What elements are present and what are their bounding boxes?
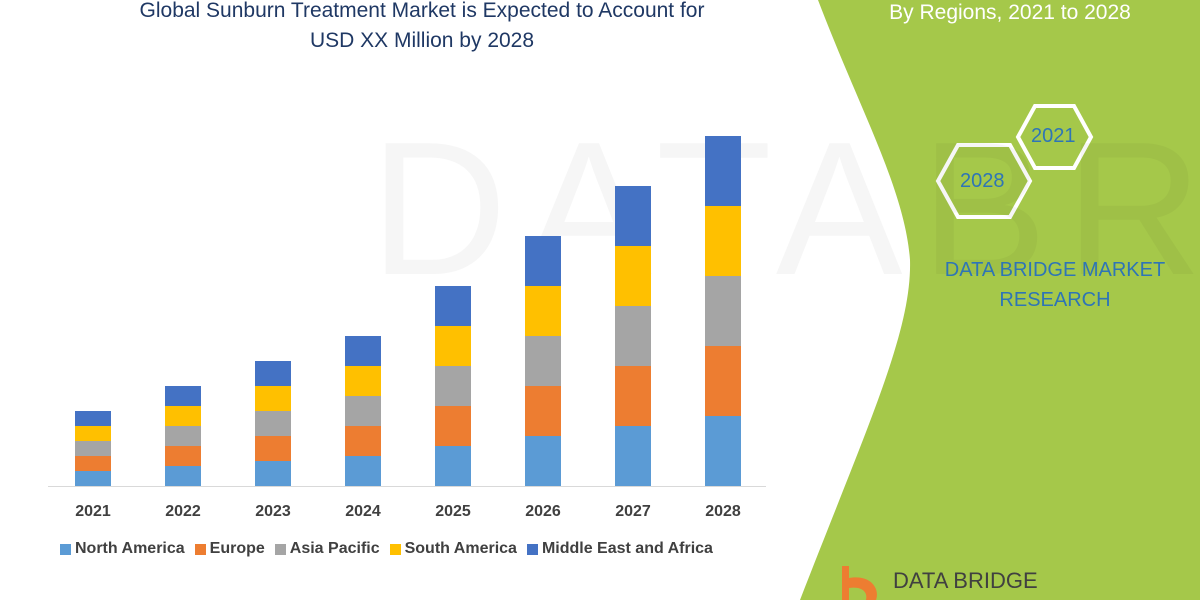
bar-segment-2022-europe <box>165 446 201 466</box>
legend-item-europe: Europe <box>194 540 265 558</box>
bar-segment-2023-asia-pacific <box>255 411 291 436</box>
x-tick-label: 2024 <box>345 503 381 520</box>
x-tick-label: 2027 <box>615 503 651 520</box>
bar-segment-2021-south-america <box>75 426 111 441</box>
bar-segment-2024-north-america <box>345 456 381 486</box>
bar-segment-2028-north-america <box>705 416 741 486</box>
bar-segment-2026-south-america <box>525 286 561 336</box>
x-tick-label: 2022 <box>165 503 201 520</box>
legend-item-middle-east-africa: Middle East and Africa <box>526 540 713 558</box>
bar-segment-2021-middle-east-and-africa <box>75 411 111 426</box>
company-line-1: DATA BRIDGE MARKET <box>944 259 1166 281</box>
bar-segment-2025-europe <box>435 406 471 446</box>
bar-segment-2023-south-america <box>255 386 291 411</box>
bar-segment-2022-south-america <box>165 406 201 426</box>
legend-swatch <box>274 543 286 555</box>
x-tick-label: 2021 <box>75 503 111 520</box>
bar-segment-2022-asia-pacific <box>165 426 201 446</box>
x-tick-label: 2028 <box>705 503 741 520</box>
legend-swatch <box>526 543 538 555</box>
bar-segment-2022-middle-east-and-africa <box>165 386 201 406</box>
chart-title: Global Sunburn Treatment Market is Expec… <box>62 0 782 56</box>
title-line-2: USD XX Million by 2028 <box>309 29 535 52</box>
legend-item-north-america: North America <box>60 540 185 558</box>
bar-segment-2027-south-america <box>615 246 651 306</box>
x-tick-label: 2026 <box>525 503 561 520</box>
bar-segment-2026-middle-east-and-africa <box>525 236 561 286</box>
bar-segment-2026-north-america <box>525 436 561 486</box>
bar-segment-2027-europe <box>615 366 651 426</box>
bar-segment-2021-europe <box>75 456 111 471</box>
bar-segment-2027-north-america <box>615 426 651 486</box>
hex-label-2028: 2028 <box>960 170 1005 192</box>
bar-segment-2024-middle-east-and-africa <box>345 336 381 366</box>
bar-segment-2023-middle-east-and-africa <box>255 361 291 386</box>
title-line-1: Global Sunburn Treatment Market is Expec… <box>139 0 705 22</box>
bar-segment-2028-south-america <box>705 206 741 276</box>
bar-segment-2026-asia-pacific <box>525 336 561 386</box>
bar-segment-2025-asia-pacific <box>435 366 471 406</box>
logo-text: DATA BRIDGE <box>893 568 1038 593</box>
bar-segment-2026-europe <box>525 386 561 436</box>
legend-swatch <box>194 543 206 555</box>
hexagon-2021 <box>1015 104 1094 170</box>
bar-segment-2023-europe <box>255 436 291 461</box>
x-tick-label: 2025 <box>435 503 471 520</box>
bar-segment-2027-middle-east-and-africa <box>615 186 651 246</box>
logo-icon <box>842 566 877 600</box>
bar-segment-2024-europe <box>345 426 381 456</box>
bar-segment-2025-north-america <box>435 446 471 486</box>
hex-label-2021: 2021 <box>1031 125 1076 147</box>
legend-swatch <box>389 543 401 555</box>
bar-segment-2025-middle-east-and-africa <box>435 286 471 326</box>
bar-segment-2027-asia-pacific <box>615 306 651 366</box>
bar-segment-2028-asia-pacific <box>705 276 741 346</box>
legend-swatch <box>60 543 71 555</box>
bar-segment-2024-south-america <box>345 366 381 396</box>
legend-item-asia-pacific: Asia Pacific <box>274 540 380 558</box>
x-tick-label: 2023 <box>255 503 291 520</box>
company-name: DATA BRIDGE MARKET RESEARCH <box>920 255 1190 315</box>
bar-segment-2023-north-america <box>255 461 291 486</box>
bar-segment-2028-middle-east-and-africa <box>705 136 741 206</box>
bar-segment-2021-north-america <box>75 471 111 486</box>
bar-segment-2024-asia-pacific <box>345 396 381 426</box>
bar-segment-2025-south-america <box>435 326 471 366</box>
bar-segment-2028-europe <box>705 346 741 416</box>
hexagon-2028 <box>935 143 1033 219</box>
bar-segment-2021-asia-pacific <box>75 441 111 456</box>
company-line-2: RESEARCH <box>999 289 1111 311</box>
bar-segment-2022-north-america <box>165 466 201 486</box>
subtitle: By Regions, 2021 to 2028 <box>889 1 1131 24</box>
legend: North America Europe Asia Pacific South … <box>60 540 713 558</box>
legend-item-south-america: South America <box>389 540 517 558</box>
